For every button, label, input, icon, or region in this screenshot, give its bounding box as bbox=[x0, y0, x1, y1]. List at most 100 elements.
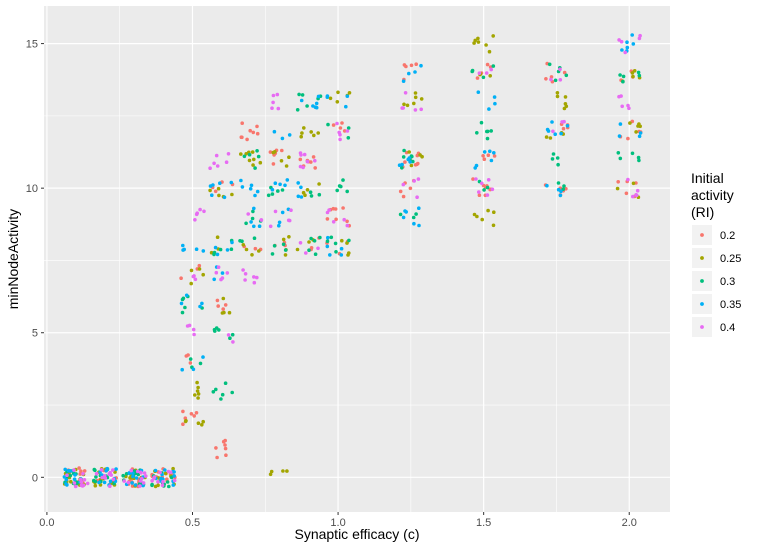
data-point bbox=[345, 189, 350, 194]
data-point bbox=[114, 467, 118, 471]
data-point bbox=[325, 217, 330, 221]
data-point bbox=[548, 136, 553, 140]
data-point bbox=[179, 301, 184, 306]
data-point bbox=[244, 152, 248, 156]
data-point bbox=[281, 237, 286, 242]
data-point bbox=[127, 471, 132, 476]
data-point bbox=[231, 340, 235, 344]
data-point bbox=[312, 133, 316, 138]
data-point bbox=[223, 303, 228, 307]
data-point bbox=[253, 193, 257, 198]
data-point bbox=[544, 77, 548, 81]
data-point bbox=[403, 160, 407, 164]
legend-title-line: Initial bbox=[691, 170, 724, 186]
data-point bbox=[619, 39, 624, 44]
data-point bbox=[339, 184, 343, 189]
data-point bbox=[240, 135, 244, 140]
data-point bbox=[298, 241, 303, 245]
data-point bbox=[336, 90, 340, 95]
data-point bbox=[345, 94, 350, 98]
data-point bbox=[480, 217, 485, 222]
data-point bbox=[214, 270, 219, 275]
data-point bbox=[104, 468, 108, 473]
data-point bbox=[283, 253, 288, 257]
legend-title: Initial activity (RI) bbox=[691, 170, 734, 220]
data-point bbox=[617, 38, 621, 42]
data-point bbox=[335, 100, 340, 104]
data-point bbox=[111, 468, 115, 472]
data-point bbox=[295, 247, 300, 252]
data-point bbox=[215, 235, 220, 239]
data-point bbox=[412, 221, 416, 226]
data-point bbox=[172, 474, 176, 478]
data-point bbox=[329, 235, 334, 240]
data-point bbox=[215, 164, 220, 168]
data-point bbox=[219, 397, 223, 401]
data-point bbox=[122, 479, 126, 483]
data-point bbox=[139, 471, 143, 475]
data-point bbox=[276, 189, 280, 193]
data-point bbox=[631, 42, 636, 46]
data-point bbox=[345, 129, 350, 133]
data-point bbox=[64, 477, 69, 482]
data-point bbox=[251, 130, 256, 135]
data-point bbox=[492, 151, 496, 155]
data-point bbox=[544, 135, 549, 139]
data-point bbox=[202, 209, 206, 214]
data-point bbox=[347, 91, 352, 95]
data-point bbox=[489, 158, 494, 163]
data-point bbox=[82, 469, 87, 473]
data-point bbox=[486, 208, 490, 213]
data-point bbox=[415, 162, 419, 167]
data-point bbox=[492, 210, 496, 214]
data-point bbox=[208, 166, 212, 170]
data-point bbox=[212, 327, 217, 332]
data-point bbox=[169, 475, 174, 480]
data-point bbox=[313, 158, 317, 163]
data-point bbox=[316, 94, 321, 99]
data-point bbox=[295, 108, 300, 112]
data-point bbox=[259, 218, 264, 222]
data-point bbox=[616, 151, 621, 155]
data-point bbox=[481, 75, 486, 80]
data-point bbox=[124, 472, 129, 476]
data-point bbox=[331, 206, 336, 211]
data-point bbox=[562, 70, 567, 75]
data-point bbox=[477, 71, 482, 75]
data-point bbox=[407, 150, 412, 154]
data-point bbox=[625, 40, 629, 44]
data-point bbox=[62, 475, 67, 479]
legend-label: 0.3 bbox=[720, 276, 735, 288]
data-point bbox=[251, 163, 255, 167]
data-point bbox=[270, 192, 275, 196]
data-point bbox=[287, 218, 292, 223]
data-point bbox=[195, 211, 199, 215]
data-point bbox=[413, 95, 418, 100]
data-point bbox=[250, 253, 254, 257]
data-point bbox=[79, 480, 84, 484]
data-point bbox=[345, 219, 349, 224]
data-point bbox=[221, 307, 225, 311]
data-point bbox=[419, 107, 424, 112]
data-point bbox=[407, 71, 411, 76]
data-point bbox=[214, 387, 218, 392]
data-point bbox=[550, 157, 555, 161]
legend: Initial activity (RI) 0.2 0.25 0.3 0.35 0.4 bbox=[691, 170, 741, 337]
data-point bbox=[254, 275, 259, 280]
data-point bbox=[341, 178, 345, 182]
data-point bbox=[128, 476, 132, 480]
data-point bbox=[189, 268, 194, 273]
data-point bbox=[280, 148, 284, 153]
data-point bbox=[111, 477, 116, 482]
data-point bbox=[316, 246, 320, 251]
data-point bbox=[273, 181, 278, 185]
data-point bbox=[156, 476, 161, 480]
data-point bbox=[476, 90, 481, 94]
data-point bbox=[476, 40, 481, 44]
data-point bbox=[626, 103, 630, 108]
data-point bbox=[474, 177, 478, 181]
data-point bbox=[636, 70, 641, 75]
data-point bbox=[165, 477, 169, 482]
data-point bbox=[244, 221, 248, 226]
data-point bbox=[485, 193, 490, 197]
